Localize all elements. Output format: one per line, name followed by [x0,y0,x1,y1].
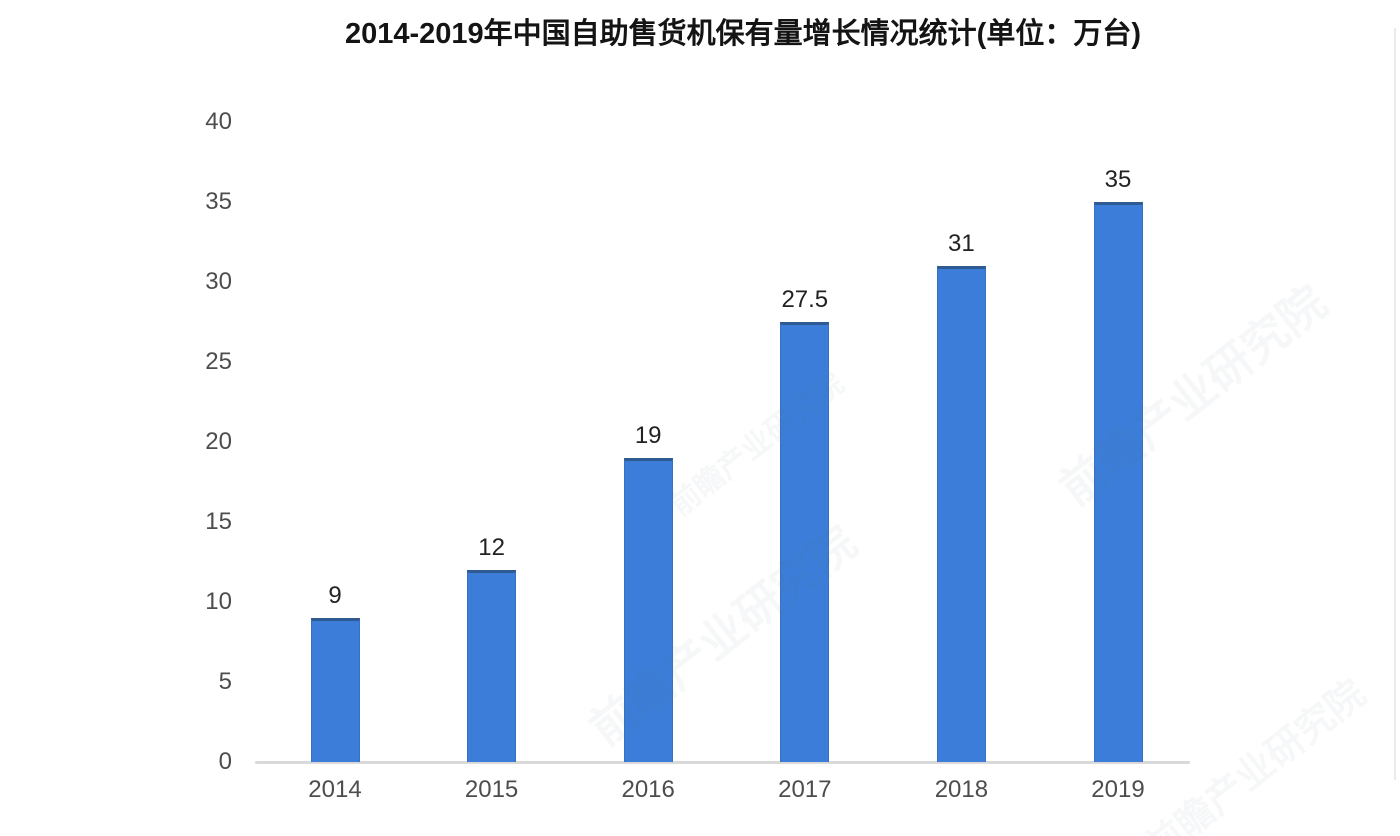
x-tick-label: 2017 [778,776,832,803]
y-tick-label: 0 [218,748,232,775]
x-tick-label: 2014 [308,776,362,803]
bar-value-label: 19 [634,422,662,449]
x-axis-baseline [255,761,1190,764]
bar-value-label: 12 [478,534,505,561]
bar-value-label: 31 [948,230,975,257]
y-tick-label: 5 [218,668,232,695]
bar-value-label: 27.5 [781,286,829,313]
bar-2016 [623,458,673,762]
x-tick-label: 2016 [621,776,675,803]
y-tick-label: 20 [205,428,232,455]
bar-value-label: 9 [328,582,342,609]
y-tick-label: 25 [205,348,232,375]
y-tick-label: 35 [205,188,232,215]
bar-2019 [1093,202,1143,762]
y-tick-label: 30 [205,268,232,295]
x-tick-label: 2015 [464,776,519,803]
right-edge-divider [1394,28,1396,780]
bar-value-label: 35 [1104,166,1132,193]
bar-2015 [467,570,517,762]
y-tick-label: 10 [205,588,232,615]
y-tick-label: 40 [205,108,232,135]
x-tick-label: 2018 [934,776,989,803]
x-tick-label: 2019 [1091,776,1145,803]
y-tick-label: 15 [205,508,232,535]
bar-2014 [310,618,360,762]
chart-title: 2014-2019年中国自助售货机保有量增长情况统计(单位：万台) [344,18,1141,50]
bar-2018 [936,266,986,762]
bar-2017 [780,322,830,762]
